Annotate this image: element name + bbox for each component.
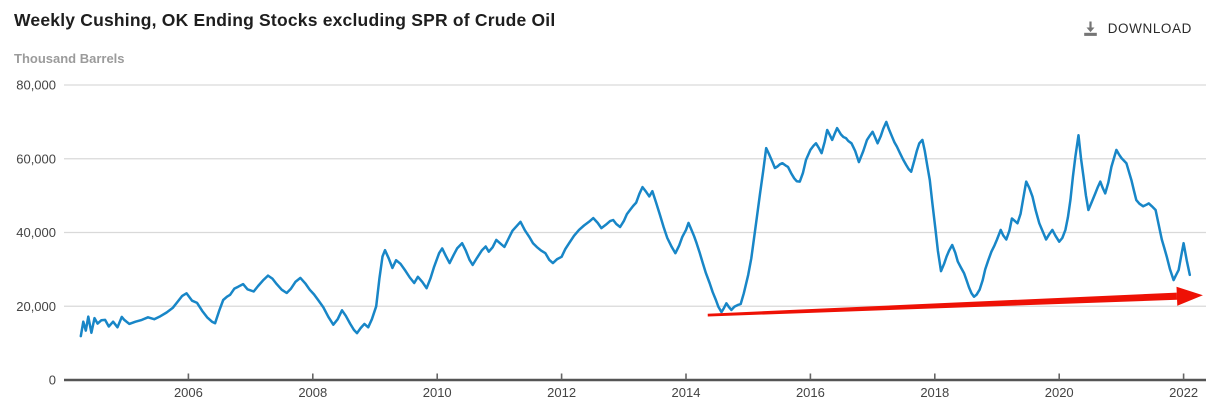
y-axis-unit-label: Thousand Barrels (14, 51, 125, 66)
chart-title: Weekly Cushing, OK Ending Stocks excludi… (14, 10, 556, 30)
data-series-line (79, 120, 1192, 338)
x-tick-label: 2006 (174, 385, 203, 400)
x-tick-label: 2010 (423, 385, 452, 400)
y-tick-label: 60,000 (16, 151, 56, 166)
download-icon (1082, 20, 1099, 37)
x-tick-label: 2014 (672, 385, 701, 400)
download-label: DOWNLOAD (1107, 21, 1192, 36)
y-tick-label: 40,000 (16, 225, 56, 240)
x-tick-label: 2018 (920, 385, 949, 400)
x-tick-label: 2016 (796, 385, 825, 400)
x-tick-label: 2020 (1045, 385, 1074, 400)
download-button[interactable]: DOWNLOAD (1080, 16, 1194, 41)
x-tick-label: 2022 (1169, 385, 1198, 400)
y-tick-label: 20,000 (16, 299, 56, 314)
y-tick-label: 80,000 (16, 78, 56, 93)
y-tick-label: 0 (49, 373, 56, 388)
x-tick-label: 2008 (298, 385, 327, 400)
x-tick-label: 2012 (547, 385, 576, 400)
trend-arrow-shaft (707, 292, 1177, 317)
trend-arrow-head (1176, 286, 1203, 306)
